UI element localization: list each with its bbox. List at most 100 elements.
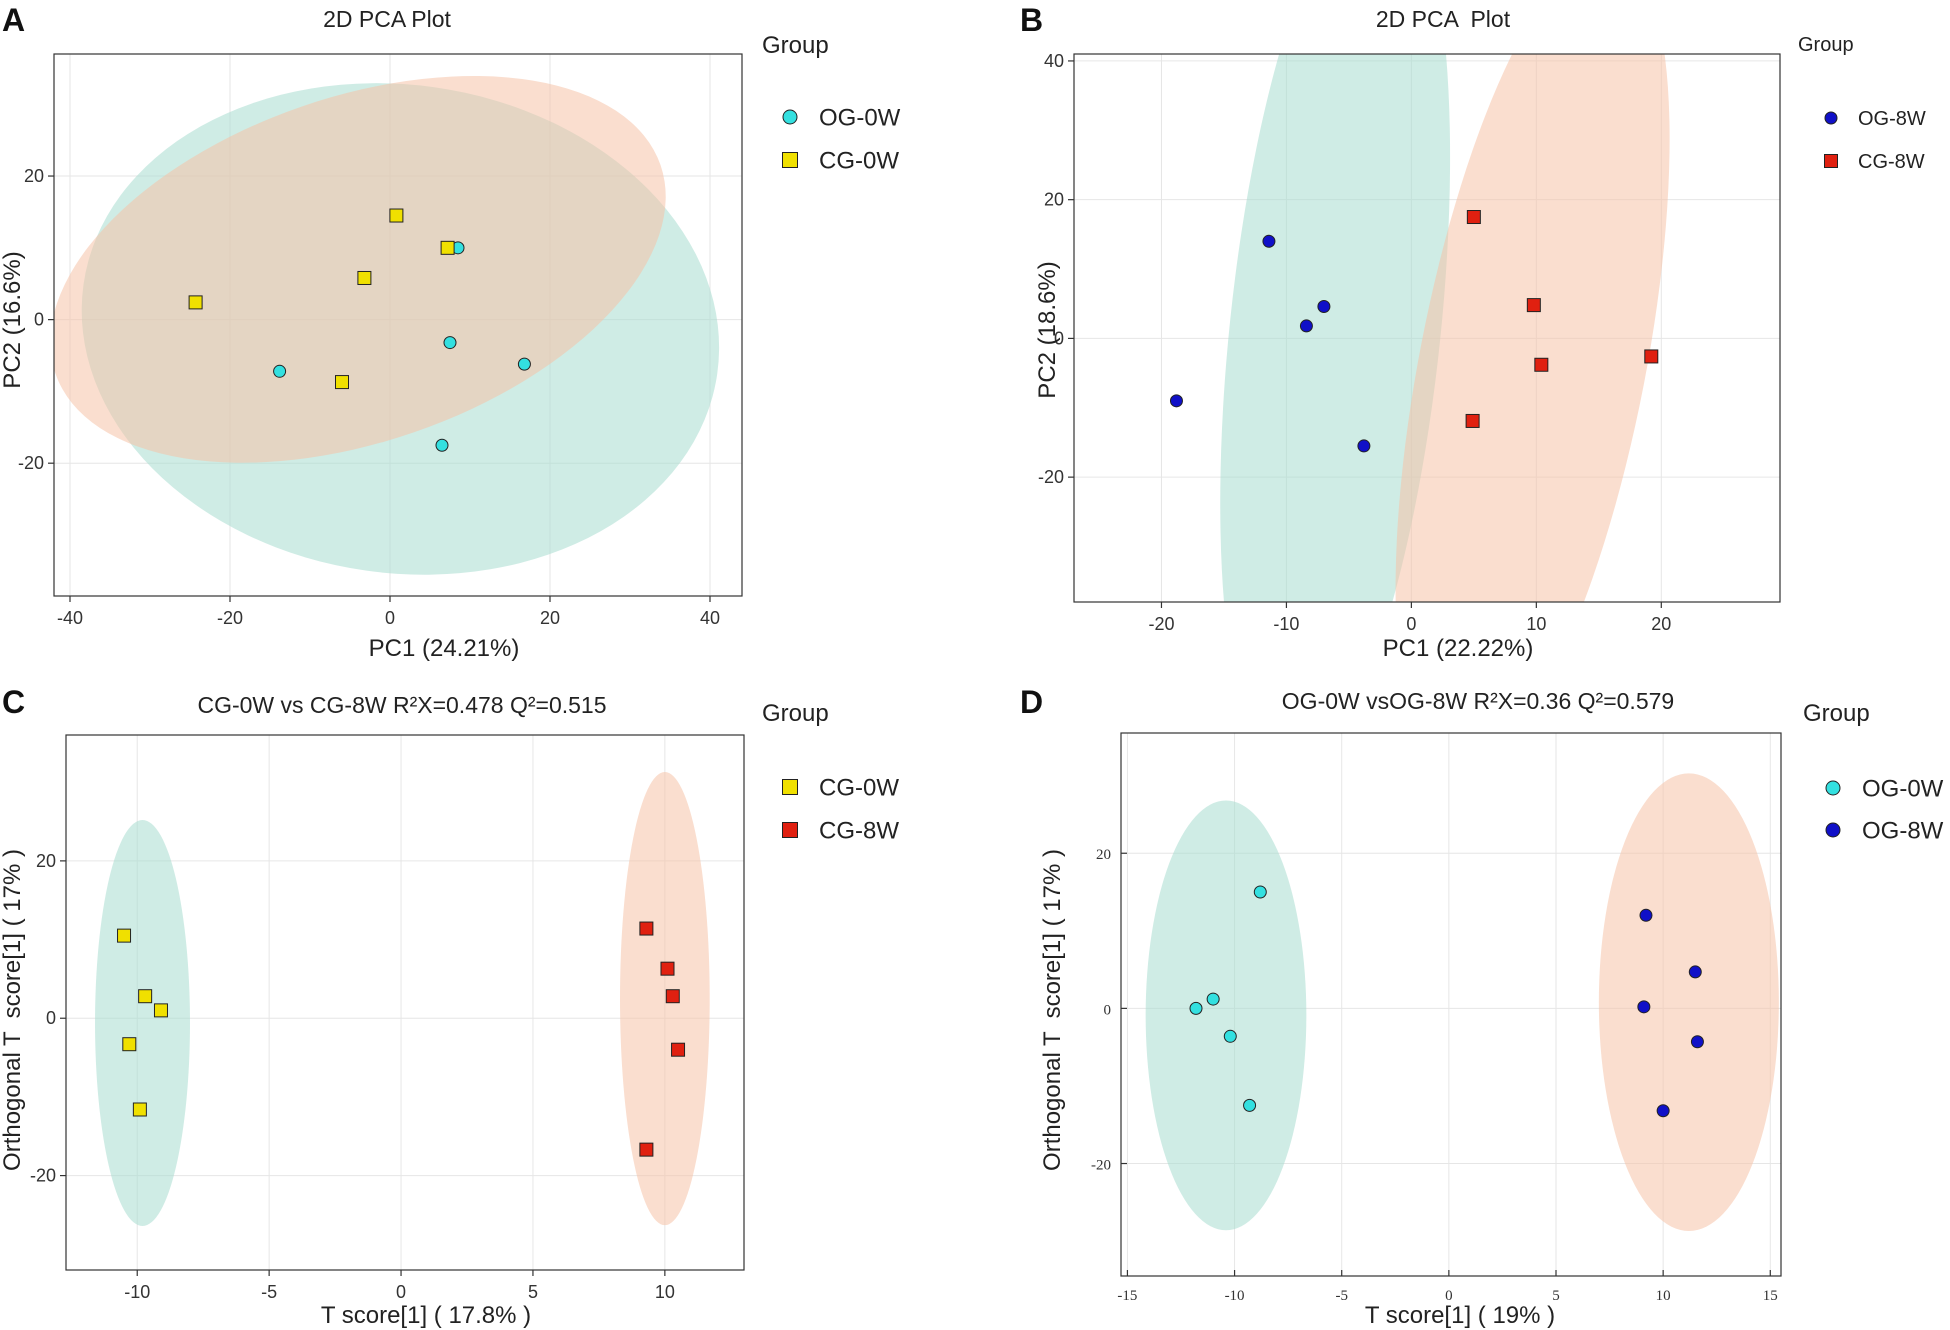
panel-letter-a: A [2,2,25,38]
ellipse-og-8w [1220,54,1451,602]
data-point-og-8w [1357,439,1371,453]
ellipse-og-8w [1598,773,1779,1232]
ellipse-cg-0w [95,819,190,1226]
x-tick-label: -10 [1273,614,1299,634]
data-point-cg-8w [1534,357,1549,372]
panel-b-y-label: PC2 (18.6%) [1034,261,1061,398]
y-tick-label: 20 [24,166,44,186]
panel-a: -40 -20 0 20 40 -20 0 20 Group OG-0W CG-0W [18,32,901,628]
data-point-cg-0w [389,208,404,223]
y-tick-label: 40 [1044,51,1064,71]
panel-letter-d: D [1020,684,1043,720]
plot-frame [1120,732,1782,1277]
x-tick-label: -15 [1117,1288,1137,1304]
y-tick-label: 20 [36,851,56,871]
y-tick-label: 0 [1104,1002,1112,1018]
data-point-cg-0w [132,1102,147,1117]
legend-label-cg-0w: CG-0W [819,148,899,175]
data-point-cg-8w [1466,210,1481,225]
legend-title: Group [762,700,829,727]
data-point-og-8w [1262,234,1276,248]
legend-label-cg-8w: CG-8W [1858,151,1925,173]
data-point-og-0w [517,357,531,371]
panel-a-x-label: PC1 (24.21%) [369,635,520,662]
data-point-cg-0w [357,270,372,285]
x-tick-label: -40 [57,608,83,628]
ellipse-cg-8w [620,771,710,1226]
y-tick-label: -20 [30,1166,56,1186]
legend-label-og-8w: OG-8W [1858,108,1926,130]
data-point-cg-0w [153,1003,168,1018]
data-point-cg-0w [117,928,132,943]
x-tick-label: 0 [1406,614,1416,634]
panel-d: -15 -10 -5 0 5 10 15 -20 0 20 Group OG-0W OG-8W [1091,700,1944,1304]
y-tick-label: 0 [34,310,44,330]
panel-a-title: 2D PCA Plot [323,6,451,32]
data-point-cg-8w [1465,413,1480,428]
legend-label-og-8w: OG-8W [1862,818,1944,845]
data-point-cg-8w [671,1042,686,1057]
data-point-cg-0w [188,295,203,310]
panel-c-x-label: T score[1] ( 17.8% ) [321,1302,531,1329]
legend-marker-og-0w [1825,780,1841,796]
x-tick-label: -20 [217,608,243,628]
panel-b: -20 -10 0 10 20 -20 0 20 40 Group OG-8W CG-8W [1038,34,1926,634]
legend-marker-og-8w [1825,822,1841,838]
x-tick-label: -10 [1225,1288,1245,1304]
legend-title: Group [762,32,829,59]
legend-label-og-0w: OG-0W [819,105,901,132]
data-point-og-8w [1688,965,1702,979]
y-tick-label: 0 [46,1008,56,1028]
x-tick-label: 0 [396,1282,406,1302]
legend-label-og-0w: OG-0W [1862,776,1944,803]
data-point-og-8w [1639,908,1653,922]
legend-title: Group [1798,34,1854,56]
data-point-og-8w [1690,1035,1704,1049]
legend-title: Group [1803,700,1870,727]
data-point-og-8w [1656,1104,1670,1118]
data-point-cg-8w [1526,298,1541,313]
panel-letter-b: B [1020,2,1043,38]
data-point-og-0w [273,364,287,378]
data-point-cg-8w [660,961,675,976]
x-tick-label: 10 [1526,614,1546,634]
data-point-cg-0w [138,989,153,1004]
x-tick-label: -5 [1335,1288,1348,1304]
data-point-og-0w [443,336,457,350]
x-tick-label: 20 [1651,614,1671,634]
panel-d-x-label: T score[1] ( 19% ) [1365,1302,1555,1329]
x-tick-label: 5 [1552,1288,1560,1304]
ellipse-og-0w [1145,800,1307,1231]
x-tick-label: 40 [700,608,720,628]
panel-a-y-label: PC2 (16.6%) [0,251,26,388]
panel-b-title: 2D PCA Plot [1376,6,1511,32]
plot-frame [65,734,745,1271]
y-tick-label: 0 [1054,328,1064,348]
ellipse-cg-0w [54,75,666,463]
data-point-og-8w [1299,319,1313,333]
plot-frame [1073,53,1781,603]
panel-d-title: OG-0W vsOG-8W R²X=0.36 Q²=0.579 [1282,688,1674,714]
x-tick-label: -10 [124,1282,150,1302]
panel-b-x-label: PC1 (22.22%) [1383,635,1534,662]
x-tick-label: -20 [1148,614,1174,634]
legend-marker-cg-0w [782,779,798,795]
data-point-cg-8w [639,1142,654,1157]
panel-c-title: CG-0W vs CG-8W R²X=0.478 Q²=0.515 [197,692,606,718]
legend-marker-og-8w [1824,111,1838,125]
data-point-cg-8w [639,921,654,936]
y-tick-label: -20 [18,453,44,473]
legend-marker-cg-0w [782,152,798,168]
legend-label-cg-0w: CG-0W [819,775,899,802]
data-point-og-8w [1317,299,1331,313]
data-point-cg-0w [440,240,455,255]
x-tick-label: 0 [1445,1288,1453,1304]
panel-c: -10 -5 0 5 10 -20 0 20 Group CG-0W CG-8W [30,700,899,1302]
x-tick-label: 5 [528,1282,538,1302]
data-point-og-0w [1223,1029,1237,1043]
x-tick-label: 15 [1763,1288,1778,1304]
data-point-og-8w [1637,1000,1651,1014]
x-tick-label: -5 [261,1282,277,1302]
x-tick-label: 0 [385,608,395,628]
